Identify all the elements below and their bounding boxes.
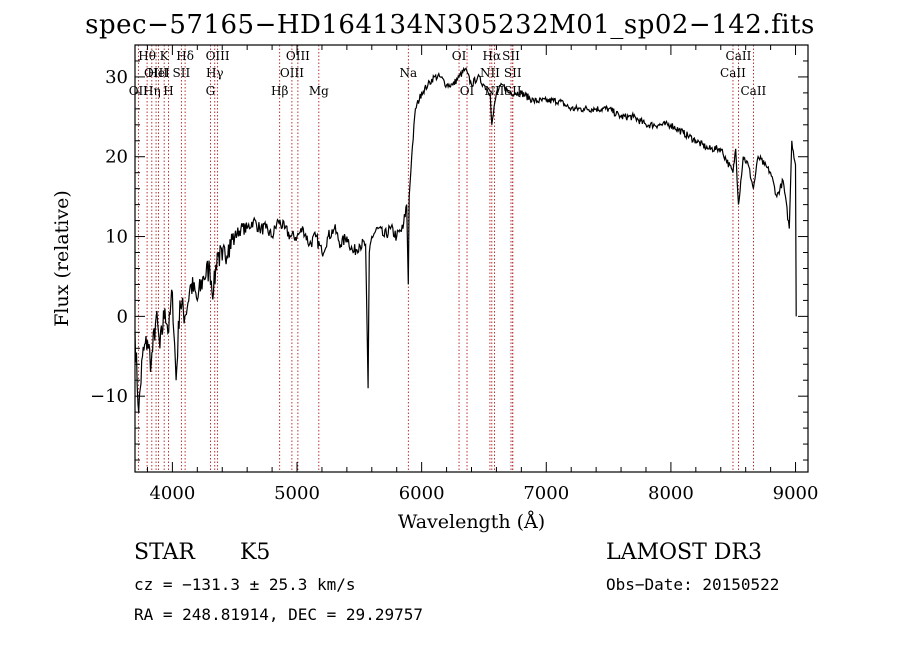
spectral-lines-layer: [137, 45, 754, 472]
subclass: K5: [240, 540, 271, 565]
spectral-line-label: Hβ: [271, 84, 288, 98]
y-axis-label: Flux (relative): [51, 190, 73, 327]
y-tick-label: 20: [105, 147, 128, 168]
plot-frame: [134, 44, 809, 473]
spectral-line-label: Hγ: [206, 66, 224, 80]
y-tick-label: 30: [105, 67, 128, 88]
ra-dec: RA = 248.81914, DEC = 29.29757: [134, 605, 423, 624]
spectral-line-label: OIII: [280, 66, 304, 80]
spectral-line-label: K: [160, 49, 170, 63]
spectral-line-label: CaII: [720, 66, 746, 80]
object-class: STAR: [134, 540, 195, 565]
spectral-line-label: SII: [173, 66, 191, 80]
chart-title: spec−57165−HD164134N305232M01_sp02−142.f…: [85, 10, 815, 40]
spectral-line-label: OI: [452, 49, 467, 63]
spectrum-series-line: [134, 66, 797, 413]
spectral-line-label: NII: [480, 66, 500, 80]
y-axis-ticks: −10 0 10 20 30: [90, 60, 808, 461]
spectral-line-label: CaII: [740, 84, 766, 98]
spectral-line-label: Na: [399, 66, 417, 80]
y-tick-label: 10: [105, 227, 128, 248]
x-tick-label: 6000: [399, 483, 445, 504]
spectral-line-label: Hθ: [138, 49, 156, 63]
x-axis-label: Wavelength (Å): [398, 511, 545, 533]
x-tick-label: 7000: [523, 483, 569, 504]
x-tick-label: 9000: [773, 483, 819, 504]
spectral-line-label: Mg: [309, 84, 329, 98]
spectral-line-label: G: [206, 84, 216, 98]
spectral-line-label: SII: [502, 49, 520, 63]
spectral-line-label: OII: [129, 84, 149, 98]
y-tick-label: −10: [90, 386, 128, 407]
spectral-line-label: Hδ: [176, 49, 194, 63]
y-tick-label: 0: [117, 306, 128, 327]
spectral-line-label: CaII: [726, 49, 752, 63]
spectral-line-label: SII: [504, 66, 522, 80]
spectral-line-label: OIII: [144, 66, 168, 80]
spectral-line-label: OI: [460, 84, 475, 98]
spectral-line-label: H: [163, 84, 173, 98]
x-tick-label: 5000: [274, 483, 320, 504]
spectral-line-label: HeI: [147, 66, 170, 80]
redshift-cz: cz = −131.3 ± 25.3 km/s: [134, 575, 356, 594]
spectral-line-label: Hα: [483, 49, 502, 63]
x-tick-label: 8000: [648, 483, 694, 504]
spectral-line-label: OIII: [286, 49, 310, 63]
survey-label: LAMOST DR3: [606, 540, 762, 565]
x-axis-ticks: 4000 5000 6000 7000 8000 9000: [146, 45, 819, 504]
x-tick-label: 4000: [149, 483, 195, 504]
spectral-line-label: OIII: [206, 49, 230, 63]
spectral-line-label: Hη: [143, 84, 161, 98]
obs-date: Obs−Date: 20150522: [606, 575, 780, 594]
